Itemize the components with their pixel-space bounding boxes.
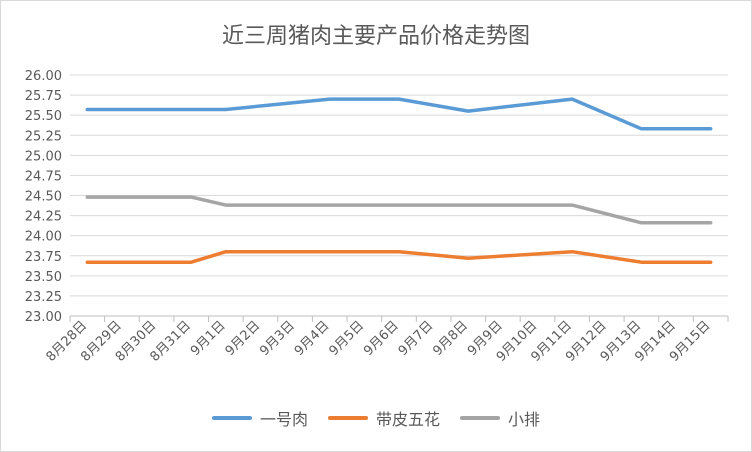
series-line-2 xyxy=(85,249,713,264)
y-tick-label: 23.25 xyxy=(25,290,62,305)
legend-swatch-2 xyxy=(327,416,368,420)
y-tick-label: 25.75 xyxy=(25,89,62,104)
y-tick-label: 25.50 xyxy=(25,109,62,124)
y-tick-label: 24.25 xyxy=(25,210,62,225)
legend-item-3: 小排 xyxy=(460,406,540,430)
legend-label-1: 一号肉 xyxy=(259,410,308,429)
chart-title: 近三周猪肉主要产品价格走势图 xyxy=(221,24,530,49)
legend-swatch-3 xyxy=(460,416,500,420)
legend-item-1: 一号肉 xyxy=(211,406,308,430)
legend-label-2: 带皮五花 xyxy=(375,410,440,429)
y-tick-label: 25.00 xyxy=(25,149,62,164)
y-tick-label: 23.50 xyxy=(25,270,62,285)
x-tick-label: 9月4日 xyxy=(292,318,333,359)
x-tick-label: 9月1日 xyxy=(188,318,229,359)
x-tick-label: 9月8日 xyxy=(430,318,471,359)
y-tick-label: 24.50 xyxy=(25,190,62,205)
y-tick-label: 26.00 xyxy=(25,69,62,84)
x-tick-label: 9月5日 xyxy=(327,318,368,359)
x-tick-label: 9月6日 xyxy=(361,318,402,359)
y-tick-label: 24.00 xyxy=(25,230,62,245)
legend-label-3: 小排 xyxy=(508,410,541,429)
series-line-1 xyxy=(85,97,713,131)
y-tick-label: 23.75 xyxy=(25,250,62,265)
legend: 一号肉 带皮五花 小排 xyxy=(0,406,752,430)
y-tick-label: 25.25 xyxy=(25,129,62,144)
series-line-3 xyxy=(85,195,713,225)
x-tick-label: 9月7日 xyxy=(396,318,437,359)
x-tick-label: 9月3日 xyxy=(257,318,298,359)
legend-swatch-1 xyxy=(211,416,252,420)
y-tick-label: 23.00 xyxy=(25,310,62,325)
legend-item-2: 带皮五花 xyxy=(327,406,440,430)
x-tick-label: 9月2日 xyxy=(223,318,264,359)
y-tick-label: 24.75 xyxy=(25,169,62,184)
